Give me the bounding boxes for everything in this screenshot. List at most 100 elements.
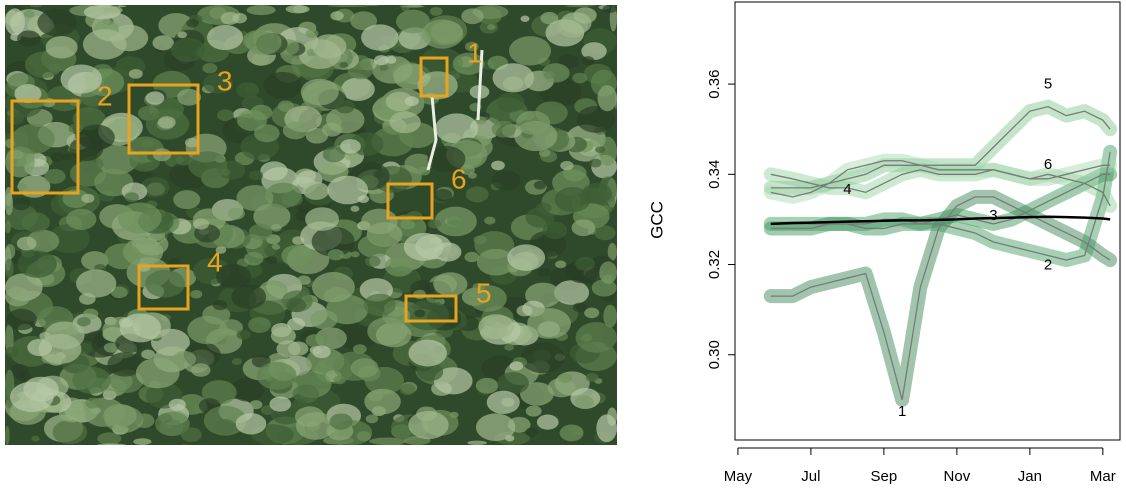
leaf-cluster xyxy=(565,5,588,7)
region-label: 4 xyxy=(207,246,223,277)
leaf-cluster xyxy=(202,63,217,73)
leaf-cluster xyxy=(247,5,276,15)
leaf-cluster xyxy=(245,83,258,92)
leaf-cluster xyxy=(51,153,65,162)
leaf-cluster xyxy=(301,79,339,106)
leaf-cluster xyxy=(364,294,396,316)
leaf-cluster xyxy=(271,327,296,344)
x-tick-label: Mar xyxy=(1090,468,1116,485)
leaf-cluster xyxy=(105,406,144,433)
leaf-cluster xyxy=(145,270,185,298)
leaf-cluster xyxy=(120,313,161,342)
x-tick-label: Sep xyxy=(871,468,898,485)
leaf-cluster xyxy=(158,116,176,128)
leaf-cluster xyxy=(575,322,617,353)
leaf-cluster xyxy=(24,10,35,18)
leaf-cluster xyxy=(430,21,462,44)
leaf-cluster xyxy=(66,209,96,230)
region-label: 2 xyxy=(97,80,113,111)
series-label: 5 xyxy=(1044,76,1052,93)
leaf-cluster xyxy=(281,245,312,267)
leaf-cluster xyxy=(351,206,360,212)
leaf-cluster xyxy=(30,5,43,7)
leaf-cluster xyxy=(44,169,65,184)
leaf-cluster xyxy=(312,272,355,302)
leaf-cluster xyxy=(76,269,116,297)
leaf-cluster xyxy=(406,300,449,330)
leaf-cluster xyxy=(527,308,571,339)
leaf-cluster xyxy=(136,358,180,389)
leaf-cluster xyxy=(504,344,514,351)
leaf-cluster xyxy=(5,287,30,306)
leaf-cluster xyxy=(133,438,151,445)
leaf-cluster xyxy=(476,378,498,394)
leaf-cluster xyxy=(83,29,127,60)
leaf-cluster xyxy=(334,376,346,385)
leaf-cluster xyxy=(572,73,587,84)
leaf-cluster xyxy=(327,5,369,7)
leaf-cluster xyxy=(492,170,521,190)
leaf-cluster xyxy=(586,373,599,382)
leaf-cluster xyxy=(584,308,599,319)
leaf-cluster xyxy=(327,176,368,205)
leaf-cluster xyxy=(263,72,302,99)
leaf-cluster xyxy=(376,322,412,347)
leaf-cluster xyxy=(254,124,280,142)
leaf-cluster xyxy=(176,154,192,165)
leaf-cluster xyxy=(269,397,291,412)
leaf-cluster xyxy=(85,5,122,15)
leaf-cluster xyxy=(173,190,200,209)
leaf-cluster xyxy=(434,189,452,202)
leaf-cluster xyxy=(177,31,187,38)
leaf-cluster xyxy=(534,181,546,190)
leaf-cluster xyxy=(17,371,31,381)
leaf-cluster xyxy=(599,261,617,284)
leaf-cluster xyxy=(228,208,245,220)
leaf-cluster xyxy=(7,113,24,125)
leaf-cluster xyxy=(569,426,583,436)
leaf-cluster xyxy=(433,272,467,296)
leaf-cluster xyxy=(286,5,310,13)
leaf-cluster xyxy=(236,185,273,211)
leaf-cluster xyxy=(6,309,37,330)
y-tick-label: 0.30 xyxy=(706,340,723,369)
leaf-cluster xyxy=(476,413,515,441)
canopy-photo xyxy=(5,5,617,445)
leaf-cluster xyxy=(5,193,13,215)
leaf-cluster xyxy=(181,444,190,445)
leaf-cluster xyxy=(590,137,605,148)
leaf-cluster xyxy=(169,399,186,411)
y-tick-label: 0.32 xyxy=(706,250,723,279)
leaf-cluster xyxy=(445,220,466,235)
leaf-cluster xyxy=(464,252,479,262)
leaf-cluster xyxy=(509,36,551,65)
leaf-cluster xyxy=(555,260,566,268)
leaf-cluster xyxy=(246,30,282,55)
leaf-cluster xyxy=(400,219,415,229)
leaf-cluster xyxy=(12,124,55,154)
leaf-cluster xyxy=(408,411,448,439)
leaf-cluster xyxy=(542,63,570,82)
leaf-cluster xyxy=(72,367,111,394)
leaf-cluster xyxy=(316,444,340,445)
leaf-cluster xyxy=(598,85,617,111)
y-tick-label: 0.34 xyxy=(706,160,723,189)
leaf-cluster xyxy=(351,251,360,257)
leaf-cluster xyxy=(17,237,37,251)
x-tick-label: Jan xyxy=(1018,468,1042,485)
leaf-cluster xyxy=(575,396,594,409)
leaf-cluster xyxy=(409,340,447,367)
leaf-cluster xyxy=(510,361,524,370)
leaf-cluster xyxy=(330,11,343,20)
region-label: 1 xyxy=(467,37,483,68)
leaf-cluster xyxy=(385,256,414,276)
leaf-cluster xyxy=(467,441,487,445)
leaf-cluster xyxy=(252,53,270,66)
leaf-cluster xyxy=(560,12,591,34)
leaf-cluster xyxy=(573,303,587,313)
leaf-cluster xyxy=(266,256,278,264)
series-label: 2 xyxy=(1044,256,1052,273)
series-label: 3 xyxy=(989,207,997,224)
leaf-cluster xyxy=(520,16,529,22)
leaf-cluster xyxy=(543,222,568,239)
